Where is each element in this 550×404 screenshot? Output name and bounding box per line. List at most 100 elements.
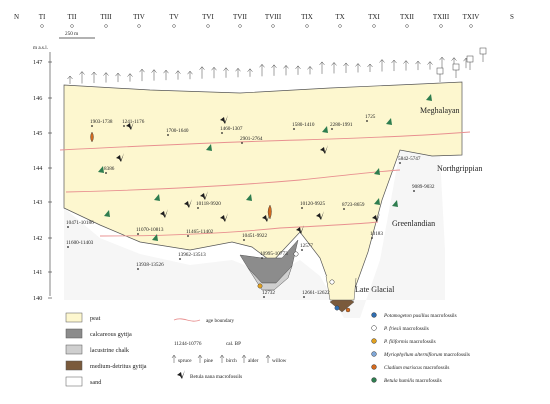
betula-nana-icon — [126, 121, 134, 130]
zone-northgrippian: Northgrippian — [437, 164, 482, 173]
transect-marker — [70, 24, 74, 28]
legend-swatch — [65, 312, 83, 323]
date-label: 12577 — [300, 243, 313, 249]
legend-fossil-icon — [371, 377, 377, 383]
legend-sediment-label: sand — [90, 379, 102, 386]
legend-sediment-label: peat — [90, 315, 101, 322]
legend-swatch — [65, 344, 83, 355]
sample-dot — [343, 208, 345, 210]
tree-crown-icon — [127, 73, 133, 77]
betula-humilis-icon — [374, 198, 380, 205]
transect-marker — [469, 24, 473, 28]
zone-greenlandian: Greenlandian — [392, 219, 435, 228]
sample-dot — [371, 237, 373, 239]
y-tick-label: 141 — [33, 269, 42, 276]
y-tick-label: 143 — [33, 199, 42, 206]
tree-crown-icon — [451, 57, 457, 61]
betula-nana-icon — [220, 115, 228, 124]
date-label: 1241-1176 — [122, 119, 145, 125]
sample-dot — [123, 125, 125, 127]
date-label: 1580-1410 — [292, 122, 315, 128]
radiocarbon-dates: 1903-1738 1241-1176 1700-1640 1460-1307 2901… — [66, 114, 435, 298]
tree-crown-icon — [295, 65, 301, 70]
y-tick-label: 140 — [33, 295, 42, 302]
date-label: 8723-8659 — [342, 202, 365, 208]
tree-crown-icon — [175, 70, 181, 74]
sample-dot — [399, 162, 401, 164]
betula-humilis-icon — [322, 126, 328, 133]
sample-dot — [67, 246, 69, 248]
north-label: N — [14, 13, 19, 21]
sample-dot — [91, 125, 93, 127]
transect-label: TI — [39, 13, 46, 21]
legend-sediment-label: calcareous gyttja — [90, 331, 132, 338]
sample-dot — [243, 239, 245, 241]
legend-tree-crown-icon — [241, 354, 247, 359]
legend-sediment-label: lacustrine chalk — [90, 347, 130, 354]
betula-humilis-icon — [104, 210, 110, 217]
sample-dot — [261, 257, 263, 259]
transect-label: TXII — [400, 13, 415, 21]
legend-tree-crown-icon — [171, 354, 177, 359]
betula-nana-icon — [262, 213, 270, 222]
legend-fossil-label: Potamogeton pusillus macrofossils — [383, 312, 457, 319]
legend-betula-nana: Betula nana macrofossils — [190, 373, 242, 380]
transect-marker — [40, 24, 44, 28]
legend-tree-crown-icon — [197, 354, 203, 359]
legend-date-unit: cal. BP — [226, 341, 241, 347]
sample-dot — [293, 128, 295, 130]
sample-dot — [137, 233, 139, 235]
y-tick-label: 142 — [33, 235, 42, 242]
date-label: 10471-10186 — [66, 220, 94, 226]
macrofossil-markers — [90, 94, 432, 313]
age-boundaries — [59, 131, 471, 237]
y-tick-label: 145 — [33, 130, 42, 137]
date-label: 9089-9032 — [412, 184, 435, 190]
friesii-icon — [329, 279, 335, 285]
tree-crown-icon — [67, 75, 73, 80]
sample-dot — [263, 296, 265, 298]
zone-meghalayan: Meghalayan — [420, 106, 460, 115]
south-label: S — [510, 13, 514, 21]
friesii-icon — [293, 251, 299, 257]
legend-tree-label: willow — [272, 358, 287, 364]
filiformis-icon — [257, 283, 263, 289]
cladium-icon — [90, 131, 94, 143]
legend-tree-crown-icon — [265, 354, 271, 359]
transect-label: TVI — [202, 13, 214, 21]
betula-humilis-icon — [426, 94, 432, 101]
betula-nana-icon — [316, 211, 324, 220]
sand-basement — [64, 150, 445, 318]
tree-crown-icon — [91, 71, 97, 76]
betula-humilis-icon — [154, 194, 160, 201]
pusillus-icon — [334, 305, 340, 311]
transect-marker — [271, 24, 275, 28]
date-label: 10118-9920 — [196, 201, 221, 207]
date-label: 12732 — [262, 290, 275, 296]
tree-crown-icon — [139, 68, 145, 73]
tree-crown-icon — [259, 63, 265, 68]
tree-crown-icon — [223, 67, 229, 71]
legend-age-boundary-line — [173, 318, 201, 322]
date-label: 2901-2764 — [240, 136, 263, 142]
scale-bar-label: 250 m — [65, 31, 78, 37]
legend-fossil-icon — [371, 364, 377, 370]
sample-dot — [105, 172, 107, 174]
betula-nana-icon — [200, 191, 208, 200]
betula-nana-icon — [320, 145, 328, 154]
date-label: 11070-10813 — [136, 227, 164, 233]
spruce-icon — [479, 47, 487, 55]
tree-crown-icon — [307, 66, 313, 70]
transect-marker — [338, 24, 342, 28]
tree-crown-icon — [367, 63, 373, 68]
tree-crown-icon — [439, 56, 445, 61]
y-tick-label: 144 — [33, 165, 42, 172]
transect-marker — [372, 24, 376, 28]
transect-label: TVIII — [265, 13, 282, 21]
legend-swatch — [65, 328, 83, 339]
tree-crown-icon — [163, 69, 169, 74]
betula-nana-icon — [220, 213, 228, 222]
tree-crown-icon — [415, 60, 421, 65]
date-label: 13962-13513 — [178, 252, 206, 258]
legend-tree-label: pine — [204, 358, 214, 364]
